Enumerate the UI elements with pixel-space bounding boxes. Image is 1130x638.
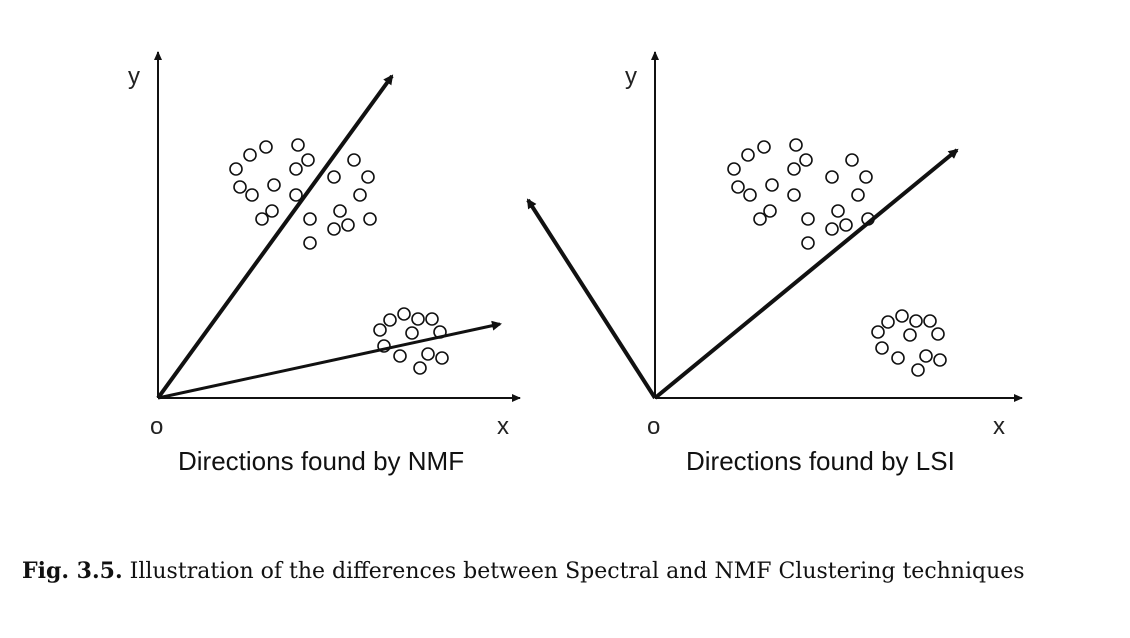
caption-text: Illustration of the differences between … [129,559,1025,584]
nmf-panel: y x o Directions found by NMF [128,51,521,476]
lsi-y-label: y [625,63,637,90]
nmf-x-label: x [497,413,509,440]
caption-label: Fig. 3.5. [22,558,123,584]
lsi-origin-label: o [647,413,660,440]
figure-caption: Fig. 3.5. Illustration of the difference… [22,550,1112,593]
lsi-panel: y x o Directions found by LSI [526,51,1023,476]
figure: y x o Directions found by NMF y x o Dire… [128,51,1023,476]
nmf-small-cluster [373,307,449,375]
nmf-y-label: y [128,63,140,90]
nmf-origin-label: o [150,413,163,440]
nmf-panel-title: Directions found by NMF [178,446,464,476]
lsi-big-cluster [727,138,875,250]
lsi-small-cluster [871,309,947,377]
lsi-x-label: x [993,413,1005,440]
lsi-panel-title: Directions found by LSI [686,446,955,476]
nmf-direction-arrow-1 [156,74,394,400]
lsi-direction-arrow-1 [653,148,959,400]
nmf-direction-arrow-2 [157,320,502,400]
nmf-big-cluster [229,138,377,250]
lsi-direction-arrow-2 [526,198,657,400]
